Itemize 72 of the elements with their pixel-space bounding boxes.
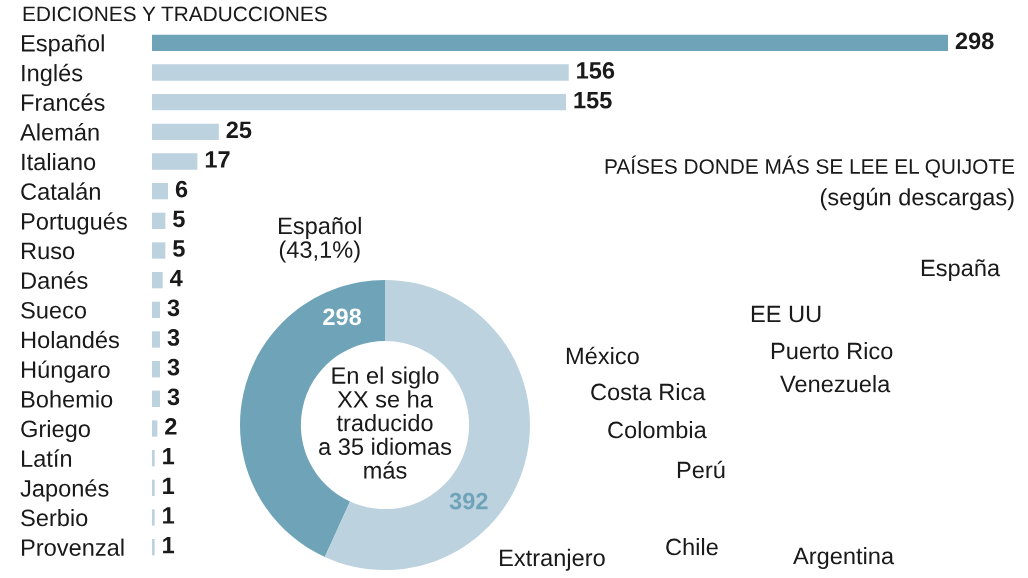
text: (según descargas): [820, 187, 1014, 211]
bar: [152, 509, 155, 526]
slice-label: Extranjero: [500, 548, 605, 571]
bar: [152, 153, 198, 170]
y-tick-label: Francés: [21, 93, 105, 111]
y-tick-label: Catalán: [21, 182, 100, 200]
annotation: Perú: [677, 460, 725, 479]
y-tick-label: Bohemio: [21, 390, 113, 408]
y-tick-label: Italiano: [22, 152, 96, 171]
bar: [152, 64, 569, 81]
data-label: 392: [449, 492, 488, 510]
bar: [152, 390, 161, 407]
data-label: 5: [173, 210, 185, 228]
y-tick-label: Sueco: [21, 301, 87, 319]
annotation: Colombia: [608, 420, 707, 439]
annotation: Puerto Rico: [771, 341, 893, 360]
bar: [152, 242, 166, 259]
data-label: 1: [163, 507, 175, 524]
bar: [152, 272, 163, 289]
annotation: EE UU: [751, 305, 821, 323]
data-label: 25: [226, 121, 252, 139]
chart-title: EDICIONES Y TRADUCCIONES: [23, 6, 327, 22]
data-label: 6: [175, 180, 188, 198]
data-label: 1: [163, 537, 175, 554]
data-label: 5: [173, 240, 185, 257]
y-tick-label: Serbio: [21, 508, 88, 527]
bar: [152, 420, 158, 437]
data-label: 1: [163, 477, 175, 494]
slice-label: Español (43,1%): [279, 216, 361, 263]
y-tick-label: Latín: [21, 449, 72, 467]
data-label: 298: [323, 308, 362, 326]
annotation: Venezuela: [780, 374, 891, 393]
annotation: España: [921, 259, 1001, 281]
annotation: Costa Rica: [591, 382, 706, 401]
data-label: 4: [169, 270, 183, 287]
data-label: 17: [205, 151, 230, 168]
bar: [152, 450, 155, 467]
data-label: 156: [577, 62, 615, 79]
annotation: En el siglo XX se ha traducido a 35 idiomas más: [319, 366, 452, 479]
data-label: 3: [167, 329, 180, 346]
bar: [152, 183, 169, 200]
bar: [152, 361, 161, 378]
data-label: 3: [167, 388, 180, 406]
y-tick-label: Holandés: [21, 330, 119, 349]
bar: [152, 123, 219, 140]
data-label: 155: [574, 92, 612, 109]
y-tick-label: Portugués: [21, 212, 127, 235]
y-tick-label: Ruso: [21, 242, 75, 260]
data-label: 3: [167, 358, 180, 376]
y-tick-label: Danés: [21, 271, 88, 289]
y-tick-label: Español: [21, 34, 104, 57]
y-tick-label: Húngaro: [21, 360, 110, 383]
bar: [152, 479, 155, 496]
y-tick-label: Griego: [21, 419, 90, 442]
bar: [152, 331, 161, 348]
annotation: México: [566, 346, 639, 365]
text: PAÍSES DONDE MÁS SE LEE EL QUIJOTE: [605, 155, 1015, 178]
bar: [152, 94, 567, 111]
bar: [152, 539, 155, 556]
bar: [152, 212, 166, 229]
data-label: 2: [165, 418, 177, 435]
y-tick-label: Alemán: [20, 123, 99, 141]
bar: [152, 301, 161, 318]
bar: [152, 34, 948, 51]
data-label: 298: [955, 32, 994, 50]
y-tick-label: Japonés: [20, 479, 109, 502]
y-tick-label: Provenzal: [21, 538, 124, 556]
y-tick-label: Inglés: [22, 63, 83, 87]
annotation: Argentina: [793, 546, 895, 570]
annotation: Chile: [666, 537, 718, 556]
data-label: 3: [167, 299, 180, 317]
data-label: 1: [163, 448, 175, 465]
